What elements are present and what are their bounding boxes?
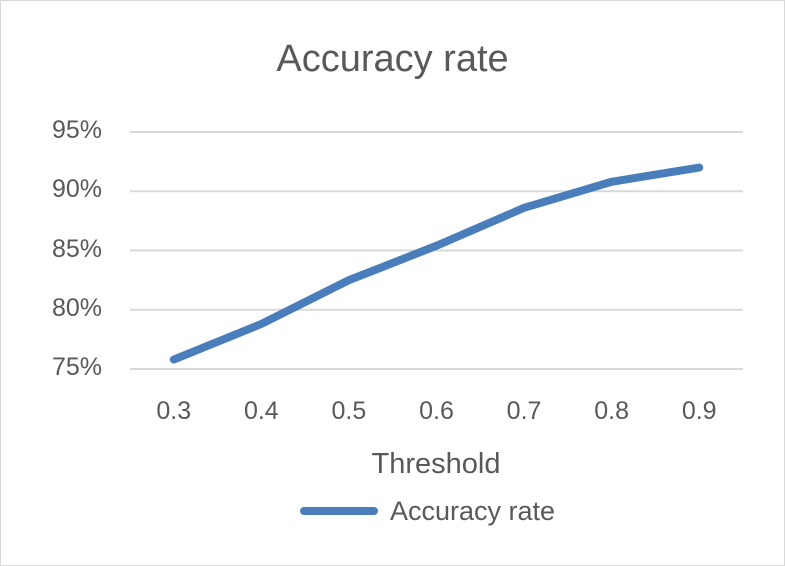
y-tick-label: 75% <box>51 353 102 381</box>
x-tick-label: 0.4 <box>243 397 279 425</box>
y-tick-label: 95% <box>51 116 102 144</box>
x-tick-label: 0.6 <box>419 397 454 425</box>
x-tick-label: 0.7 <box>506 397 542 425</box>
x-tick-label: 0.9 <box>681 397 717 425</box>
y-tick-label: 80% <box>51 293 102 322</box>
legend-line-icon <box>300 507 378 515</box>
legend-label: Accuracy rate <box>390 495 556 526</box>
legend: Accuracy rate <box>300 493 555 529</box>
x-axis-title: Threshold <box>371 448 501 480</box>
x-tick-label: 0.8 <box>594 397 630 425</box>
chart-title: Accuracy rate <box>276 38 509 80</box>
y-tick-label: 85% <box>51 234 102 263</box>
x-tick-label: 0.3 <box>156 397 192 425</box>
x-tick-label: 0.5 <box>331 397 367 425</box>
series-line <box>169 163 704 364</box>
y-tick-label: 90% <box>51 175 102 204</box>
